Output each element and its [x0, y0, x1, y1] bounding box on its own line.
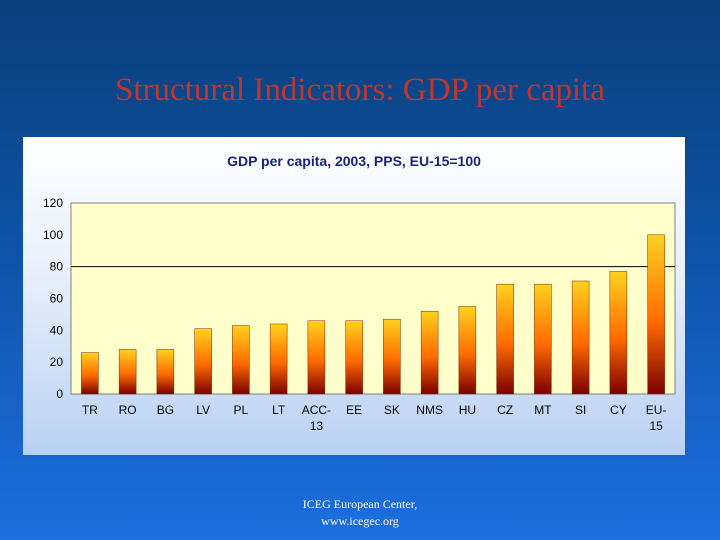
x-tick-label: SI: [575, 403, 586, 417]
y-tick-label: 80: [50, 260, 64, 274]
x-tick-label: HU: [459, 403, 476, 417]
bar-chart: GDP per capita, 2003, PPS, EU-15=100 0 20…: [43, 153, 676, 433]
y-axis: 0 20 40 60 80 100 120: [43, 196, 63, 401]
bar-mt: [534, 283, 552, 395]
bar-cz: [496, 283, 514, 395]
x-tick-label: EU-15: [646, 403, 667, 433]
x-tick-label: TR: [82, 403, 98, 417]
bar-acc-13: [307, 320, 326, 395]
x-axis: TR RO BG LV PL LT ACC-13 EE SK NMS HU CZ MT SI CY EU-15: [82, 403, 667, 433]
x-tick-label: LV: [196, 403, 210, 417]
bar-ee: [345, 320, 363, 395]
x-tick-label: LT: [272, 403, 286, 417]
bar-nms: [420, 310, 439, 395]
bar-pl: [232, 325, 250, 395]
bar-lt: [269, 323, 288, 395]
x-tick-label: CY: [610, 403, 627, 417]
slide-title: Structural Indicators: GDP per capita: [115, 72, 605, 108]
x-tick-label: BG: [157, 403, 174, 417]
y-tick-label: 0: [56, 387, 63, 401]
bars-layer: [71, 234, 675, 395]
bar-ro: [118, 349, 137, 395]
x-tick-label: EE: [346, 403, 362, 417]
y-tick-label: 60: [50, 292, 64, 306]
x-tick-label: SK: [384, 403, 400, 417]
bar-sk: [383, 318, 401, 395]
y-tick-label: 20: [50, 355, 64, 369]
x-tick-label: PL: [234, 403, 249, 417]
footer-website: www.icegec.org: [321, 514, 399, 528]
y-tick-label: 120: [43, 196, 63, 210]
x-tick-label: CZ: [497, 403, 513, 417]
x-tick-label: RO: [119, 403, 137, 417]
chart-title: GDP per capita, 2003, PPS, EU-15=100: [227, 153, 481, 169]
bar-hu: [458, 306, 477, 395]
x-tick-label: MT: [534, 403, 552, 417]
x-tick-label: NMS: [416, 403, 443, 417]
y-tick-label: 100: [43, 228, 63, 242]
footer: ICEG European Center, www.icegec.org: [0, 496, 720, 530]
bar-si: [571, 280, 590, 395]
bar-tr: [81, 352, 99, 395]
x-tick-label: ACC-13: [302, 403, 331, 433]
bar-eu-15: [647, 234, 665, 395]
y-tick-label: 40: [50, 323, 64, 337]
bar-cy: [609, 271, 628, 395]
bar-lv: [194, 328, 212, 395]
bar-bg: [156, 349, 175, 395]
footer-organization: ICEG European Center,: [302, 497, 418, 511]
chart-panel: GDP per capita, 2003, PPS, EU-15=100 0 20…: [23, 137, 685, 455]
